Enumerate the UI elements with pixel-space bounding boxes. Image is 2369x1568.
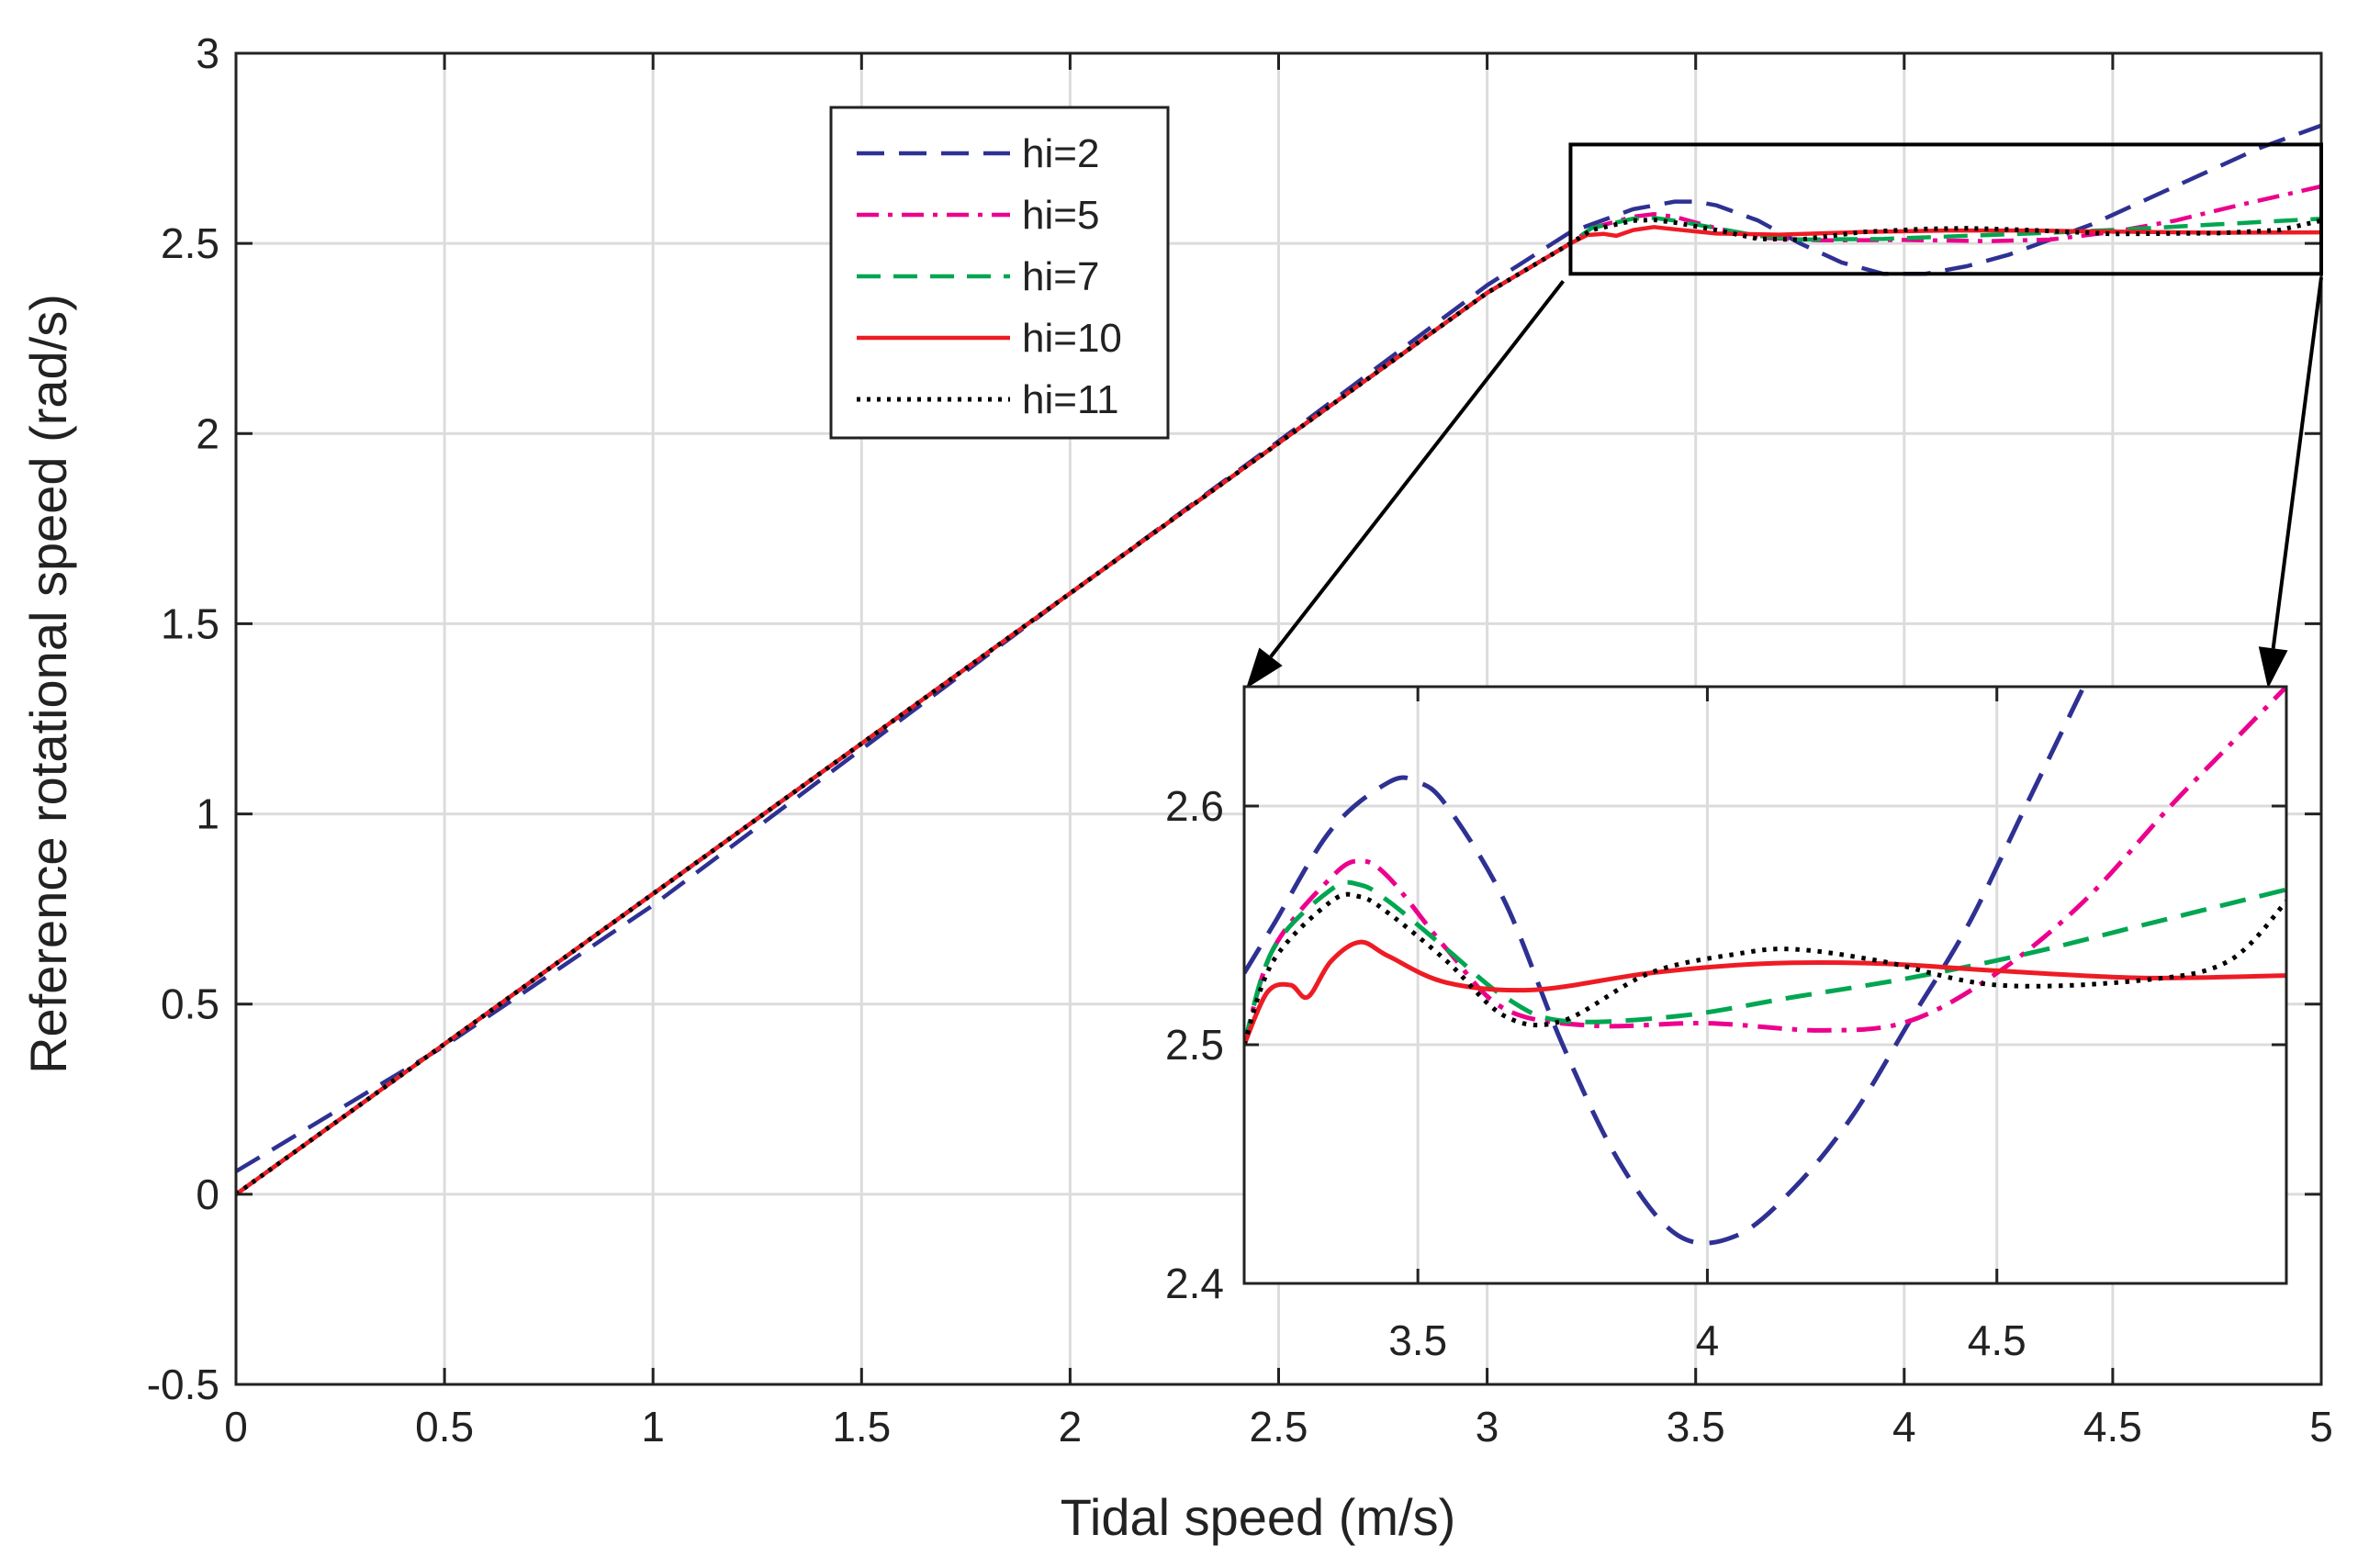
y-tick-label: 1 xyxy=(196,790,219,838)
x-axis-label: Tidal speed (m/s) xyxy=(1061,1488,1456,1546)
zoom-source-box xyxy=(1568,142,2323,276)
inset-series-line-hi-10 xyxy=(1244,939,2286,1047)
inset-y-tick-label: 2.5 xyxy=(1165,1021,1224,1069)
y-tick-label: 2.5 xyxy=(161,219,219,267)
x-tick-label: 2.5 xyxy=(1250,1403,1308,1450)
legend-label: hi=7 xyxy=(1022,254,1099,299)
legend-item: hi=7 xyxy=(857,254,1099,299)
inset-x-tick-label: 4.5 xyxy=(1968,1316,2027,1364)
legend-label: hi=2 xyxy=(1022,131,1099,176)
inset-y-tick-label: 2.4 xyxy=(1165,1260,1224,1307)
legend-box xyxy=(829,106,1170,440)
inset-x-tick-label: 4 xyxy=(1696,1316,1720,1364)
y-tick-label: 3 xyxy=(196,29,219,77)
inset-y-tick-label: 2.6 xyxy=(1165,782,1224,830)
series-line-hi-11 xyxy=(234,218,2322,1196)
x-tick-label: 4.5 xyxy=(2083,1403,2142,1450)
main-series-layer xyxy=(234,123,2322,1196)
inset-frame xyxy=(1242,685,2288,1285)
y-tick-label: 0 xyxy=(196,1170,219,1218)
inset-series-line-hi-5 xyxy=(1244,687,2286,1046)
legend-item: hi=5 xyxy=(857,193,1099,238)
zoom-indicator xyxy=(1246,142,2323,689)
x-tick-label: 1 xyxy=(641,1403,665,1450)
x-tick-label: 1.5 xyxy=(832,1403,891,1450)
legend: hi=2 hi=5 hi=7 hi=10 hi=11 xyxy=(829,106,1170,440)
zoom-arrow-left xyxy=(1246,280,1566,689)
legend-item: hi=2 xyxy=(857,131,1099,176)
legend-item: hi=10 xyxy=(857,316,1122,361)
legend-label: hi=11 xyxy=(1022,377,1119,422)
x-tick-label: 0.5 xyxy=(415,1403,474,1450)
inset-series-line-hi-7 xyxy=(1244,879,2286,1046)
legend-label: hi=10 xyxy=(1022,316,1122,361)
y-tick-label: 1.5 xyxy=(161,599,219,647)
y-tick-label: 0.5 xyxy=(161,980,219,1028)
inset-series-layer xyxy=(1244,687,2286,1246)
main-ticks: 0 0.5 1 1.5 2 2.5 3 3.5 4 4.5 5-0.500.511.522.53 xyxy=(147,29,2333,1450)
x-tick-label: 0 xyxy=(224,1403,248,1450)
legend-label: hi=5 xyxy=(1022,193,1099,238)
legend-item: hi=11 xyxy=(857,377,1119,422)
inset-zoom-plot: 3.5 4 4.5 2.4 2.5 2.6 xyxy=(1165,685,2288,1364)
x-tick-label: 5 xyxy=(2309,1403,2333,1450)
y-axis-label: Reference rotational speed (rad/s) xyxy=(19,294,77,1074)
x-tick-label: 4 xyxy=(1892,1403,1916,1450)
inset-x-tick-label: 3.5 xyxy=(1388,1316,1447,1364)
y-tick-label: 2 xyxy=(196,409,219,457)
zoom-arrow-right xyxy=(2258,277,2323,689)
x-tick-label: 3 xyxy=(1476,1403,1499,1450)
x-tick-label: 2 xyxy=(1059,1403,1083,1450)
inset-series-line-hi-11 xyxy=(1244,891,2286,1046)
x-tick-label: 3.5 xyxy=(1667,1403,1725,1450)
y-tick-label: -0.5 xyxy=(147,1361,219,1408)
